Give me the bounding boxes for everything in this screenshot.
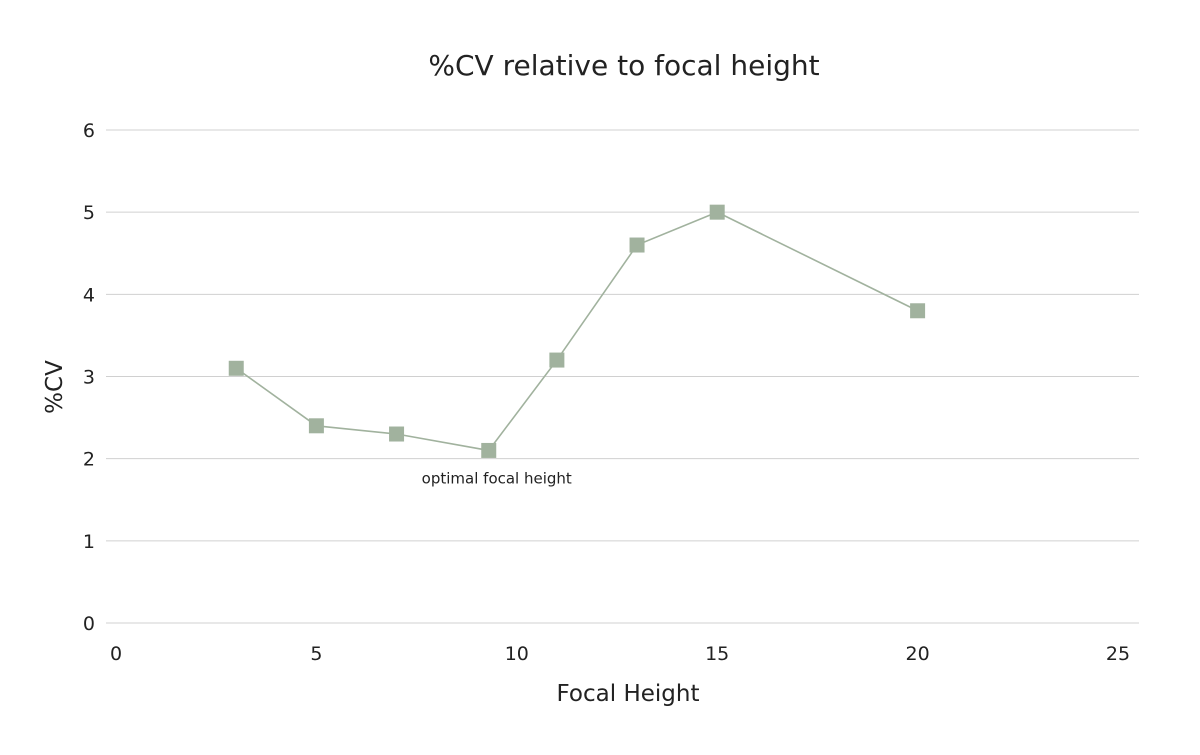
x-tick-label: 0 <box>110 643 122 665</box>
annotations: optimal focal height <box>422 469 572 487</box>
y-tick-label: 1 <box>83 531 95 553</box>
series <box>228 204 926 458</box>
annotation-optimal-focal-height: optimal focal height <box>422 469 572 487</box>
series-line <box>235 211 918 452</box>
y-axis-ticks: 0 1 2 3 4 5 6 <box>83 120 95 635</box>
data-point-marker <box>910 303 926 319</box>
y-tick-label: 3 <box>83 367 95 389</box>
x-axis-ticks: 0 5 10 15 20 25 <box>110 643 1130 665</box>
data-point-marker <box>481 442 497 458</box>
y-tick-label: 0 <box>83 613 95 635</box>
x-tick-label: 15 <box>705 643 729 665</box>
y-tick-label: 6 <box>83 120 95 142</box>
y-tick-label: 5 <box>83 202 95 224</box>
data-point-marker <box>629 237 645 253</box>
x-axis-label: Focal Height <box>557 681 700 707</box>
chart-title: %CV relative to focal height <box>428 49 819 82</box>
data-point-marker <box>549 352 565 368</box>
x-tick-label: 10 <box>505 643 529 665</box>
gridlines <box>106 129 1139 624</box>
data-point-marker <box>389 426 405 442</box>
x-tick-label: 5 <box>310 643 322 665</box>
y-tick-label: 2 <box>83 449 95 471</box>
data-point-marker <box>228 360 244 376</box>
y-tick-label: 4 <box>83 284 95 306</box>
data-point-marker <box>709 204 725 220</box>
y-axis-label: %CV <box>42 360 68 414</box>
x-tick-label: 25 <box>1106 643 1130 665</box>
x-tick-label: 20 <box>906 643 930 665</box>
data-point-marker <box>308 418 324 434</box>
